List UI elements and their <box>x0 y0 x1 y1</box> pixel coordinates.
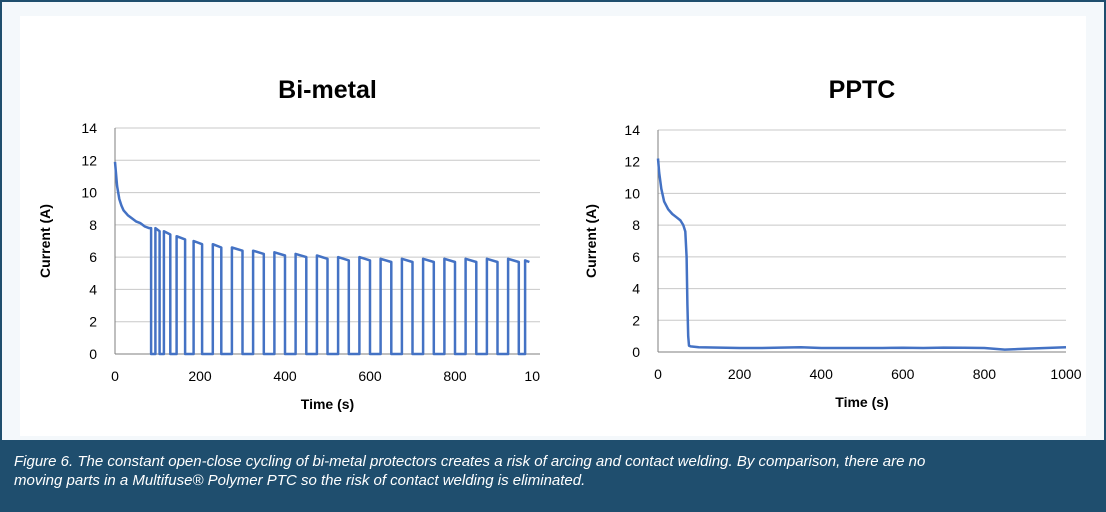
chart1-x-tick-label-1: 200 <box>728 366 752 382</box>
chart0-x-tick-label-2: 400 <box>273 368 297 384</box>
chart1-y-tick-label-0: 0 <box>632 344 640 360</box>
chart0-y-tick-label-2: 4 <box>89 281 97 297</box>
chart0-y-tick-label-1: 2 <box>89 314 97 330</box>
chart0-y-tick-label-3: 6 <box>89 249 97 265</box>
chart0-title: Bi-metal <box>278 76 377 104</box>
chart-panel: Bi-metal0246810121402004006008001000Time… <box>20 16 1086 436</box>
caption-line-2: moving parts in a Multifuse® Polymer PTC… <box>14 472 586 489</box>
chart0-y-tick-label-0: 0 <box>89 346 97 362</box>
chart1-y-axis-label: Current (A) <box>583 204 599 278</box>
chart1-y-tick-label-1: 2 <box>632 312 640 328</box>
chart1-y-tick-label-5: 10 <box>624 185 640 201</box>
chart1-x-tick-label-4: 800 <box>973 366 997 382</box>
chart0-x-tick-label-4: 800 <box>443 368 467 384</box>
chart1-y-tick-label-3: 6 <box>632 249 640 265</box>
chart1-x-tick-label-3: 600 <box>891 366 915 382</box>
pptc-chart: PPTC 0 2 4 6 8 10 12 14 0 200 400 600 800 1000 Time (s)… <box>583 76 1082 410</box>
chart1-title: PPTC <box>829 76 896 104</box>
chart0-y-tick-label-5: 10 <box>81 185 97 201</box>
chart0-series-line-0 <box>113 161 530 356</box>
chart0-x-tick-label-3: 600 <box>358 368 382 384</box>
chart0-x-tick-label-5: 1000 <box>524 368 540 384</box>
chart1-series-line-0 <box>656 158 1067 351</box>
chart1-x-tick-label-5: 1000 <box>1050 366 1081 382</box>
chart0-y-tick-label-4: 8 <box>89 217 97 233</box>
figure-caption: Figure 6. The constant open-close cyclin… <box>2 440 1104 510</box>
chart1-x-tick-label-2: 400 <box>810 366 834 382</box>
chart1-y-tick-label-7: 14 <box>624 122 640 138</box>
bimetal-chart: Bi-metal 0 2 4 6 8 10 12 14 0 200 400 600 800 1000 Time… <box>37 76 540 412</box>
chart1-x-tick-label-0: 0 <box>654 366 662 382</box>
chart0-x-tick-label-0: 0 <box>111 368 119 384</box>
chart0-y-tick-label-6: 12 <box>81 152 97 168</box>
chart1-y-tick-label-2: 4 <box>632 281 640 297</box>
chart1-y-tick-label-4: 8 <box>632 217 640 233</box>
chart1-x-axis-label: Time (s) <box>835 394 888 410</box>
chart1-y-tick-label-6: 12 <box>624 154 640 170</box>
chart0-x-tick-label-1: 200 <box>188 368 212 384</box>
chart0-x-axis-label: Time (s) <box>301 396 354 412</box>
chart0-y-axis-label: Current (A) <box>37 204 53 278</box>
chart0-y-tick-label-7: 14 <box>81 120 97 136</box>
caption-line-1: Figure 6. The constant open-close cyclin… <box>14 453 926 470</box>
